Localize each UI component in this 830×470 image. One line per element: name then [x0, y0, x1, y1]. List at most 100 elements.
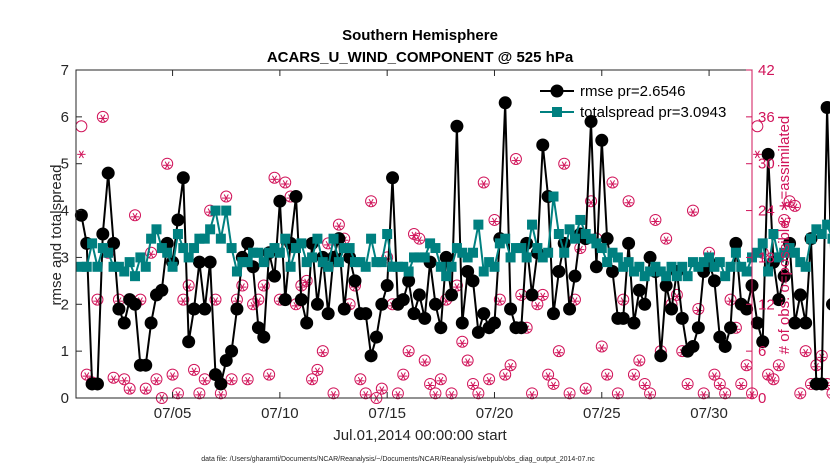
- rmse-point: [192, 255, 206, 269]
- rmse-point: [310, 297, 324, 311]
- obs-assimilated-marker: [307, 376, 317, 385]
- rmse-point: [595, 133, 609, 147]
- asterisk-stroke: [330, 390, 337, 399]
- totalspread-point: [543, 247, 554, 258]
- obs-possible-marker: [424, 377, 437, 390]
- obs-possible-marker: [359, 387, 372, 400]
- obs-possible-marker: [445, 387, 458, 400]
- totalspread-point: [328, 233, 339, 244]
- rmse-point: [632, 283, 646, 297]
- y-tick-label: 2: [61, 296, 69, 313]
- rmse-point: [300, 316, 314, 330]
- totalspread-point: [784, 243, 795, 254]
- y2-tick-label: 0: [758, 390, 766, 407]
- obs-possible-marker: [509, 153, 522, 166]
- asterisk-stroke: [406, 348, 412, 357]
- rmse-point: [182, 335, 196, 349]
- totalspread-point: [339, 243, 350, 254]
- obs-assimilated-marker: [431, 390, 440, 399]
- totalspread-point: [779, 247, 790, 258]
- totalspread-point: [162, 247, 173, 258]
- asterisk-stroke: [491, 217, 498, 226]
- rmse-point: [128, 297, 142, 311]
- obs-assimilated-marker: [640, 381, 649, 390]
- rmse-point: [761, 147, 775, 161]
- obs-assimilated-marker: [152, 376, 161, 385]
- rmse-point: [90, 377, 104, 391]
- totalspread-point: [510, 243, 521, 254]
- totalspread-point: [725, 261, 736, 272]
- totalspread-point: [156, 243, 167, 254]
- asterisk-stroke: [722, 390, 728, 399]
- y-axis-label: rmse and totalspread: [48, 165, 65, 306]
- totalspread-point: [231, 266, 242, 277]
- totalspread-point: [575, 214, 586, 225]
- asterisk-stroke: [266, 372, 272, 381]
- obs-assimilated-marker: [715, 381, 725, 390]
- asterisk-stroke: [674, 292, 680, 301]
- obs-assimilated-marker: [570, 297, 580, 306]
- rmse-point: [654, 349, 668, 363]
- obs-assimilated-marker: [420, 358, 429, 366]
- asterisk-stroke: [432, 390, 438, 399]
- obs-assimilated-marker: [763, 372, 773, 381]
- totalspread-point: [264, 247, 275, 258]
- rmse-point: [294, 293, 308, 307]
- obs-possible-marker: [263, 368, 276, 381]
- rmse-point: [268, 269, 282, 283]
- obs-assimilated-marker: [790, 203, 800, 212]
- obs-assimilated-marker: [565, 390, 574, 399]
- obs-assimilated-marker: [629, 372, 639, 381]
- asterisk-stroke: [202, 376, 208, 385]
- asterisk-stroke: [508, 362, 514, 371]
- rmse-point: [101, 166, 115, 180]
- asterisk-stroke: [78, 150, 84, 159]
- rmse-point: [563, 302, 577, 316]
- totalspread-point: [97, 243, 108, 254]
- y-tick-label: 5: [61, 156, 69, 173]
- rmse-point: [514, 321, 528, 335]
- obs-assimilated-marker: [737, 381, 746, 390]
- obs-assimilated-marker: [468, 381, 478, 390]
- obs-possible-marker: [413, 232, 426, 245]
- obs-assimilated-marker: [608, 180, 617, 188]
- asterisk-stroke: [218, 390, 224, 399]
- asterisk-stroke: [663, 236, 669, 245]
- asterisk-stroke: [170, 372, 176, 381]
- totalspread-point: [119, 266, 130, 277]
- obs-assimilated-marker: [501, 372, 510, 381]
- asterisk-stroke: [229, 376, 235, 385]
- asterisk-stroke: [314, 367, 320, 376]
- rmse-point: [375, 297, 389, 311]
- y-tick-label: 6: [61, 109, 69, 126]
- obs-assimilated-marker: [458, 339, 467, 348]
- obs-assimilated-marker: [479, 180, 488, 188]
- legend-spread-label: totalspread pr=3.0943: [580, 104, 726, 121]
- x-tick-label: 07/10: [261, 405, 299, 422]
- asterisk-stroke: [320, 348, 326, 357]
- rmse-point: [445, 288, 459, 302]
- obs-assimilated-marker: [511, 156, 521, 165]
- totalspread-point: [763, 266, 774, 277]
- totalspread-point: [446, 261, 457, 272]
- asterisk-stroke: [465, 358, 471, 366]
- asterisk-stroke: [770, 376, 776, 385]
- totalspread-point: [494, 238, 505, 249]
- obs-possible-marker: [483, 373, 496, 386]
- totalspread-point: [349, 257, 360, 268]
- obs-possible-marker: [713, 377, 726, 390]
- obs-assimilated-marker: [270, 175, 279, 184]
- obs-possible-marker: [145, 246, 158, 259]
- obs-possible-marker: [472, 387, 485, 400]
- totalspread-point: [253, 247, 264, 258]
- asterisk-stroke: [143, 386, 149, 395]
- asterisk-stroke: [357, 376, 363, 385]
- obs-possible-marker: [268, 171, 281, 184]
- obs-assimilated-marker: [785, 198, 794, 207]
- asterisk-stroke: [94, 297, 100, 306]
- obs-assimilated-marker: [409, 231, 419, 240]
- totalspread-point: [773, 252, 784, 263]
- obs-possible-marker: [375, 382, 388, 395]
- asterisk-stroke: [309, 376, 315, 385]
- totalspread-point: [135, 252, 146, 263]
